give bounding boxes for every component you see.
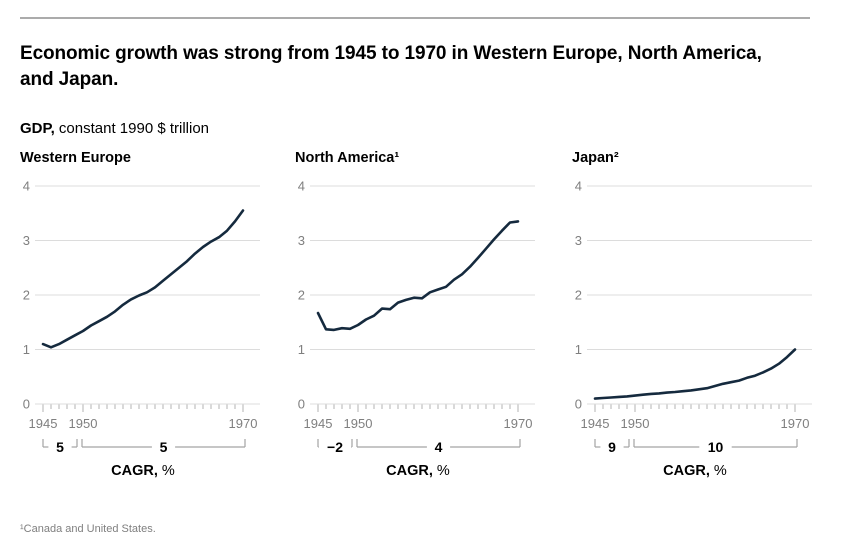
x-axis-label: 1950: [621, 416, 650, 431]
gdp-line: [593, 348, 797, 400]
y-axis-label: 1: [298, 342, 305, 357]
chart-panel-north-america: North America¹ 0 1 2 3 4 1945 1950 1970 −2 4 CAGR,…: [295, 150, 540, 485]
cagr-axis-label: CAGR, %: [386, 463, 450, 479]
chart-panel-western-europe: Western Europe 0 1 2 3 4 1945 1950 1970 5 5 CAGR, …: [20, 150, 265, 485]
cagr-axis-label: CAGR, %: [663, 463, 727, 479]
y-axis-label: 3: [298, 233, 305, 248]
units-label-rest: constant 1990 $ trillion: [54, 120, 210, 137]
chart-title-western-europe: Western Europe: [20, 150, 131, 166]
chart-units-label: GDP, constant 1990 $ trillion: [20, 120, 209, 137]
x-axis-label: 1950: [344, 416, 373, 431]
footnotes: ¹Canada and United States. ²Data unavail…: [20, 496, 780, 544]
cagr-value: 9: [608, 439, 616, 455]
chart-title-japan: Japan²: [572, 150, 619, 166]
chart-panel-japan: Japan² 0 1 2 3 4 1945 1950 1970 9 10 CAGR, %: [572, 150, 817, 485]
y-axis-label: 2: [298, 288, 305, 303]
y-axis-label: 3: [575, 233, 582, 248]
cagr-value: −2: [327, 439, 343, 455]
y-axis-label: 2: [575, 288, 582, 303]
x-axis-label: 1945: [304, 416, 333, 431]
y-axis-label: 4: [575, 179, 582, 194]
units-label-bold: GDP,: [20, 120, 55, 137]
chart-japan: 0 1 2 3 4 1945 1950 1970 9 10 CAGR, %: [575, 179, 812, 479]
cagr-axis-label: CAGR, %: [111, 463, 175, 479]
chart-title-north-america: North America¹: [295, 150, 400, 166]
cagr-value: 10: [708, 439, 724, 455]
y-axis-label: 1: [23, 342, 30, 357]
gdp-line: [316, 220, 520, 332]
top-rule: [20, 17, 810, 19]
cagr-value: 5: [160, 439, 168, 455]
y-axis-label: 4: [23, 179, 30, 194]
x-axis-label: 1945: [581, 416, 610, 431]
y-axis-label: 0: [23, 397, 30, 412]
cagr-value: 5: [56, 439, 64, 455]
x-axis-label: 1950: [69, 416, 98, 431]
y-axis-label: 3: [23, 233, 30, 248]
y-axis-label: 0: [298, 397, 305, 412]
y-axis-label: 1: [575, 342, 582, 357]
chart-western-europe: 0 1 2 3 4 1945 1950 1970 5 5 CAGR, %: [23, 179, 260, 479]
x-axis-label: 1945: [29, 416, 58, 431]
x-axis-label: 1970: [504, 416, 533, 431]
gdp-line: [41, 209, 245, 349]
y-axis-label: 0: [575, 397, 582, 412]
footnote-1: ¹Canada and United States.: [20, 523, 156, 535]
y-axis-label: 4: [298, 179, 305, 194]
cagr-value: 4: [435, 439, 443, 455]
page-title: Economic growth was strong from 1945 to …: [20, 43, 762, 90]
x-axis-label: 1970: [229, 416, 258, 431]
y-axis-label: 2: [23, 288, 30, 303]
x-axis-label: 1970: [781, 416, 810, 431]
chart-north-america: 0 1 2 3 4 1945 1950 1970 −2 4 CAGR, %: [298, 179, 535, 479]
